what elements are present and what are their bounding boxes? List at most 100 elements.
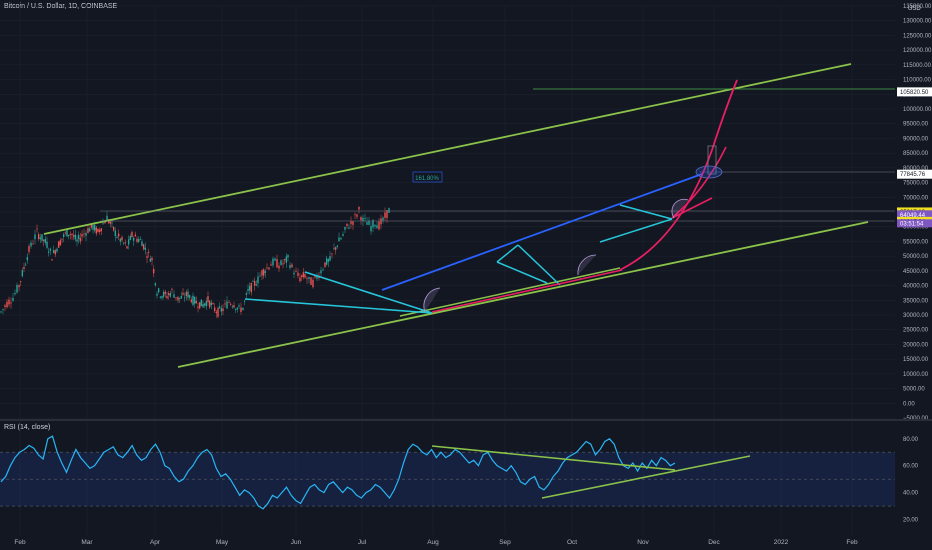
candle-body — [382, 217, 384, 221]
candle-body — [16, 284, 18, 293]
candle-body — [289, 264, 291, 268]
candle-body — [74, 234, 77, 240]
price-tag-label: 77845.76 — [900, 172, 926, 178]
candle-body — [268, 267, 270, 270]
candle-body — [205, 301, 208, 307]
candle-body — [83, 233, 85, 235]
candle-body — [119, 238, 122, 242]
y-tick-label: 85000.00 — [903, 151, 929, 157]
candle-body — [300, 275, 303, 277]
candle-body — [329, 256, 331, 261]
y-tick-label: 115000.00 — [903, 63, 932, 69]
y-tick-label: 60000.00 — [903, 225, 929, 231]
candle-body — [308, 277, 310, 279]
candle-body — [161, 296, 163, 299]
candle-body — [4, 305, 6, 308]
lower-channel-inner-line — [399, 267, 621, 317]
y-tick-label: 90000.00 — [903, 136, 929, 142]
candle-body — [19, 281, 22, 282]
candle-body — [253, 280, 256, 286]
y-tick-label: 30000.00 — [903, 313, 929, 319]
candle-body — [132, 237, 135, 241]
price-tags: 105820.5077845.7665017.1964049.4461817.2… — [897, 87, 932, 228]
candle-body — [36, 228, 38, 230]
candles — [0, 206, 390, 319]
candle-body — [250, 283, 253, 293]
candle-body — [102, 223, 104, 225]
candle-body — [285, 256, 288, 263]
x-tick-label: Jul — [358, 539, 367, 546]
candle-body — [134, 234, 137, 237]
pink-curve-mid — [671, 146, 727, 219]
candle-body — [340, 238, 342, 240]
candle-body — [2, 309, 4, 310]
candle-body — [233, 305, 235, 308]
candle-body — [384, 212, 386, 218]
candle-body — [61, 238, 63, 240]
candle-body — [0, 311, 2, 313]
candle-body — [226, 301, 228, 309]
candle-body — [280, 260, 282, 265]
candle-body — [18, 285, 20, 288]
candle-body — [222, 308, 224, 312]
y-tick-label: 70000.00 — [903, 195, 929, 201]
candle-body — [137, 239, 140, 242]
candle-body — [312, 279, 314, 288]
candle-body — [203, 303, 206, 306]
candle-body — [348, 227, 350, 229]
candle-body — [180, 295, 183, 299]
candle-body — [34, 234, 36, 240]
candle-body — [107, 220, 110, 223]
candle-body — [224, 303, 226, 305]
candle-body — [316, 275, 318, 279]
rsi-title: RSI (14, close) — [4, 424, 51, 431]
chart-title: Bitcoin / U.S. Dollar, 1D, COINBASE — [4, 3, 118, 10]
y-tick-label: 75000.00 — [903, 181, 929, 187]
x-tick-label: Apr — [150, 539, 161, 546]
y-tick-label: 130000.00 — [903, 19, 932, 25]
candle-body — [141, 241, 143, 247]
x-tick-label: Mar — [81, 539, 93, 546]
candle-body — [182, 292, 184, 295]
candle-body — [164, 291, 167, 294]
candle-body — [24, 264, 27, 266]
flag-line-a — [517, 244, 561, 286]
countdown-label: 03:51:54 — [900, 221, 924, 227]
candle-body — [26, 256, 29, 261]
y-tick-label: 20000.00 — [903, 342, 929, 348]
rsi-tick-label: 80.00 — [903, 437, 919, 443]
flag-upper-line — [496, 244, 519, 263]
candle-body — [28, 245, 30, 252]
pink-curve-low — [671, 197, 713, 219]
candle-body — [310, 277, 312, 285]
candle-body — [126, 246, 128, 249]
candle-body — [212, 303, 214, 305]
rsi-line — [0, 435, 676, 510]
candle-body — [283, 259, 286, 261]
candle-body — [333, 248, 335, 249]
grid — [0, 5, 895, 535]
y-tick-label: 120000.00 — [903, 48, 932, 54]
projected-bar — [707, 145, 717, 175]
candle-body — [97, 228, 99, 232]
candle-body — [243, 300, 246, 302]
candle-body — [217, 307, 219, 317]
candle-body — [136, 238, 138, 242]
target-ellipse — [695, 165, 723, 179]
candle-body — [81, 234, 83, 237]
candle-body — [127, 239, 130, 245]
candle-body — [129, 236, 132, 240]
candle-body — [54, 250, 57, 255]
candle-body — [92, 225, 94, 230]
candle-body — [159, 296, 162, 298]
y-tick-label: 125000.00 — [903, 33, 932, 39]
candle-body — [228, 302, 230, 303]
candle-body — [114, 230, 117, 237]
candle-body — [66, 229, 68, 237]
y-tick-label: 80000.00 — [903, 166, 929, 172]
candle-body — [124, 242, 127, 244]
candle-body — [106, 215, 108, 222]
candle-body — [171, 288, 173, 290]
candle-body — [276, 259, 278, 268]
